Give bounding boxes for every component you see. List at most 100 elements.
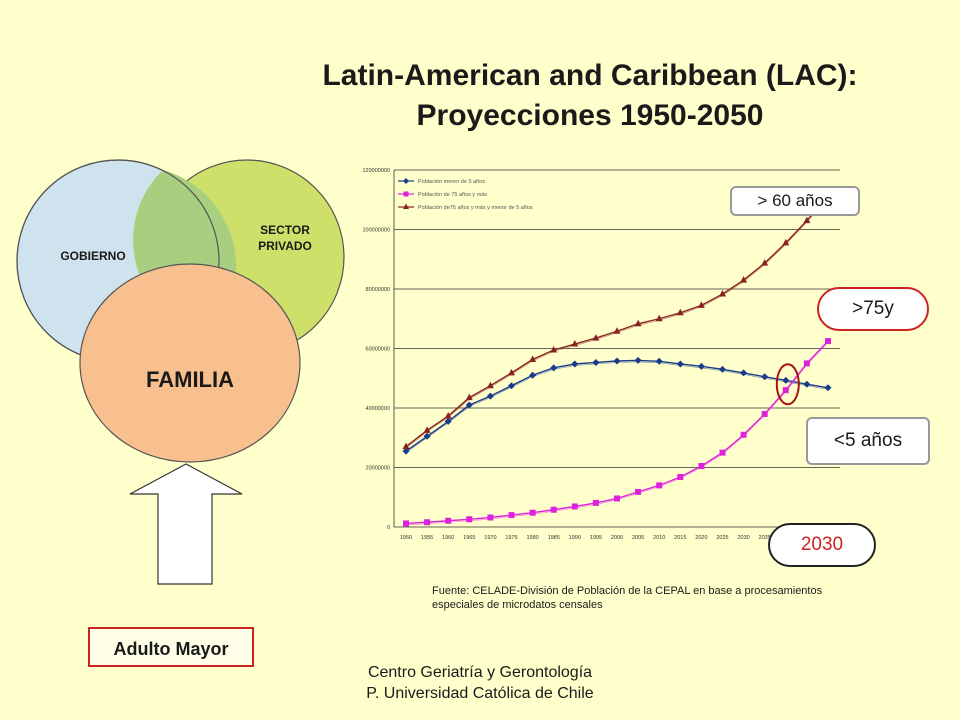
data-point xyxy=(761,373,769,381)
source-line-2: especiales de microdatos censales xyxy=(432,599,603,611)
source-line-1: Fuente: CELADE-División de Población de … xyxy=(432,585,823,597)
data-point xyxy=(423,432,431,440)
data-point xyxy=(634,319,642,327)
x-tick-label: 1995 xyxy=(590,535,602,540)
title-line-2: Proyecciones 1950-2050 xyxy=(416,99,764,132)
data-point xyxy=(719,365,726,373)
y-tick-label: 100000000 xyxy=(362,228,390,234)
legend-marker xyxy=(403,203,409,209)
legend-label: Población de75 años y más y menor de 5 a… xyxy=(418,205,533,211)
data-point xyxy=(550,345,558,353)
callout-over-60: > 60 años xyxy=(730,186,860,216)
data-point xyxy=(444,417,452,425)
data-point xyxy=(466,516,473,523)
x-tick-label: 1970 xyxy=(484,535,496,540)
data-point xyxy=(614,495,620,502)
data-point xyxy=(761,410,768,417)
data-point xyxy=(487,514,494,521)
data-point xyxy=(740,431,747,438)
x-tick-label: 1955 xyxy=(421,535,433,540)
data-point xyxy=(613,327,621,334)
x-tick-label: 2005 xyxy=(632,535,644,540)
data-point xyxy=(719,290,726,297)
data-point xyxy=(825,338,831,345)
legend-marker xyxy=(403,191,409,197)
data-point xyxy=(740,369,748,377)
series-line-shadow xyxy=(405,198,829,449)
data-point xyxy=(508,368,515,376)
data-point xyxy=(634,356,642,364)
y-tick-label: 80000000 xyxy=(366,287,390,293)
x-tick-label: 2020 xyxy=(695,535,707,540)
data-point xyxy=(719,449,726,456)
gobierno-label: GOBIERNO xyxy=(60,249,126,263)
sector-privado-label: SECTOR PRIVADO xyxy=(240,222,330,254)
data-point xyxy=(740,276,748,283)
data-point xyxy=(655,357,663,365)
data-point xyxy=(571,340,579,347)
data-point xyxy=(697,362,705,370)
x-tick-label: 1980 xyxy=(526,535,538,540)
x-tick-label: 2010 xyxy=(653,535,665,540)
data-point xyxy=(444,412,452,419)
series-line xyxy=(405,196,829,448)
sector-label-line-1: SECTOR xyxy=(260,223,310,237)
footer-line-2: P. Universidad Católica de Chile xyxy=(366,685,594,702)
legend-label: Población menor de 5 años xyxy=(418,179,485,185)
y-tick-label: 120000000 xyxy=(362,168,390,174)
x-tick-label: 2000 xyxy=(611,535,623,540)
crossover-highlight xyxy=(775,363,800,406)
y-tick-label: 60000000 xyxy=(366,347,390,353)
x-tick-label: 1960 xyxy=(442,535,454,540)
data-point xyxy=(550,364,558,372)
legend-label: Población de 75 años y más xyxy=(418,192,487,198)
legend-marker xyxy=(403,178,409,184)
title-line-1: Latin-American and Caribbean (LAC): xyxy=(322,59,858,92)
x-tick-label: 2015 xyxy=(674,535,686,540)
data-point xyxy=(571,360,579,368)
data-point xyxy=(782,238,790,246)
data-point xyxy=(465,401,473,409)
data-point xyxy=(402,442,410,450)
data-point xyxy=(402,447,410,455)
data-point xyxy=(698,463,705,470)
sector-label-line-2: PRIVADO xyxy=(258,239,312,253)
data-point xyxy=(655,314,663,322)
adulto-mayor-box: Adulto Mayor xyxy=(88,627,254,667)
x-tick-label: 1985 xyxy=(548,535,560,540)
venn-diagram xyxy=(16,159,345,463)
data-point xyxy=(486,392,494,400)
data-point xyxy=(592,358,600,366)
data-point xyxy=(486,381,494,389)
footer-line-1: Centro Geriatría y Gerontología xyxy=(367,664,593,681)
source-note: Fuente: CELADE-División de Población de … xyxy=(432,584,922,612)
data-point xyxy=(424,519,431,526)
data-point xyxy=(782,376,790,384)
data-point xyxy=(613,357,621,365)
data-point xyxy=(803,360,810,367)
data-point xyxy=(677,474,684,481)
data-point xyxy=(529,371,537,379)
data-point xyxy=(529,509,536,516)
data-point xyxy=(423,426,431,433)
y-tick-label: 0 xyxy=(387,525,390,531)
x-tick-label: 1975 xyxy=(505,535,517,540)
data-point xyxy=(465,393,473,401)
data-point xyxy=(508,382,515,390)
up-arrow-icon xyxy=(129,463,243,585)
data-point xyxy=(824,384,832,392)
data-point xyxy=(508,512,515,519)
data-point xyxy=(550,506,557,513)
data-point xyxy=(676,360,684,368)
familia-circle xyxy=(79,263,301,463)
callout-over-75: >75y xyxy=(817,287,929,331)
data-point xyxy=(445,517,452,524)
data-point xyxy=(635,488,642,495)
data-point xyxy=(803,216,811,224)
data-point xyxy=(803,380,811,388)
x-tick-label: 1950 xyxy=(400,535,412,540)
y-tick-label: 20000000 xyxy=(366,466,390,472)
x-tick-label: 2030 xyxy=(737,535,749,540)
data-point xyxy=(592,334,600,341)
footer-credit: Centro Geriatría y Gerontología P. Unive… xyxy=(330,662,630,704)
